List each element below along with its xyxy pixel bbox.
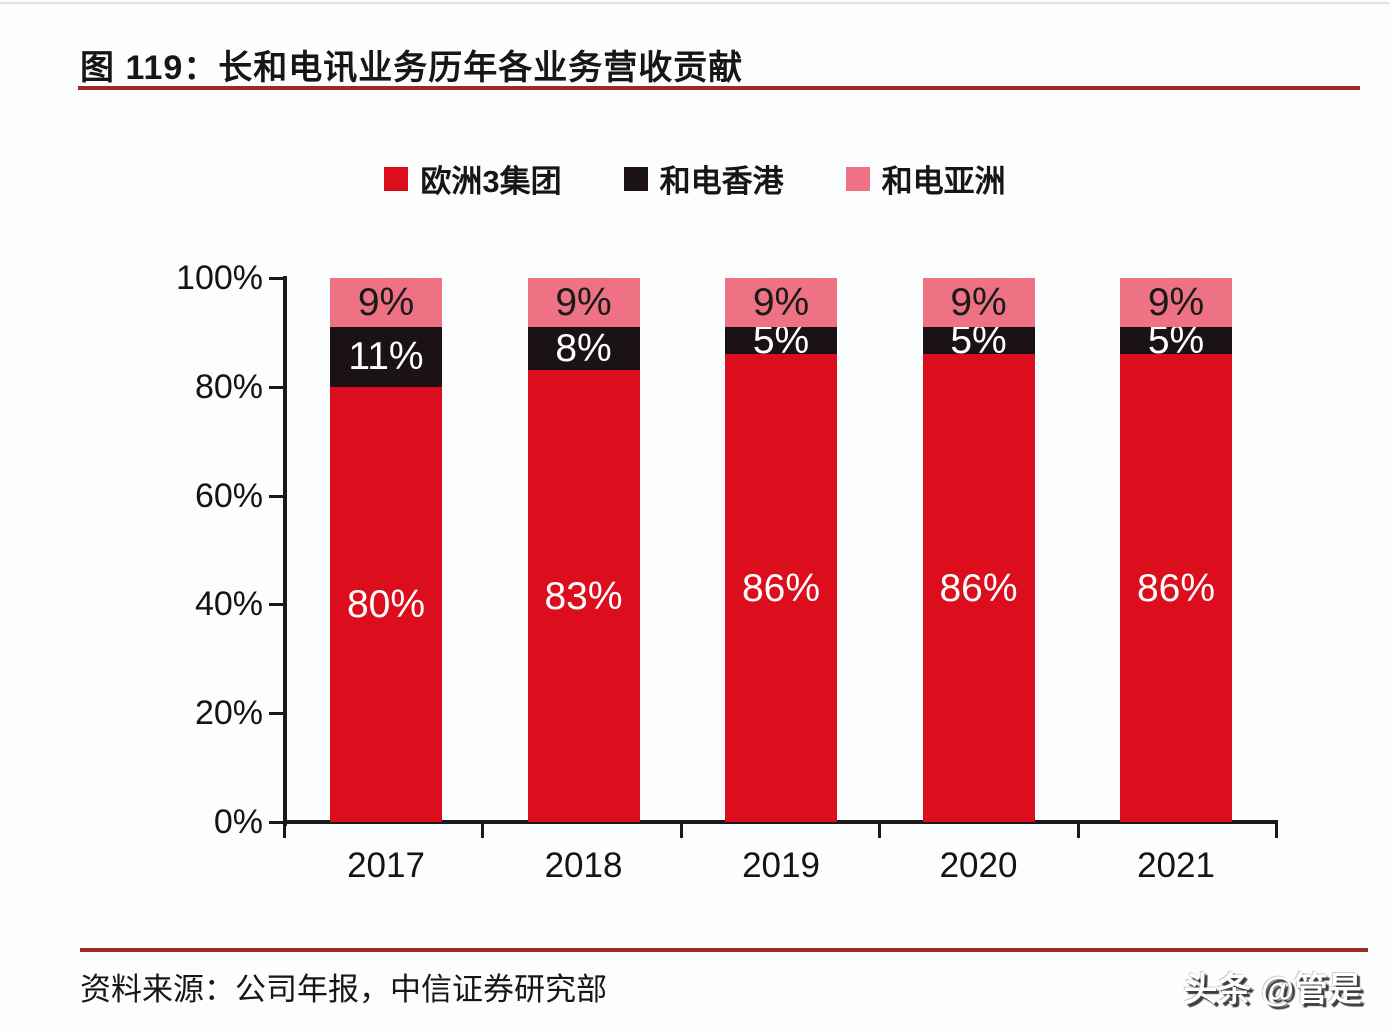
x-axis-label: 2020 bbox=[939, 846, 1018, 885]
bar-value-label: 9% bbox=[752, 280, 810, 324]
top-divider bbox=[0, 2, 1390, 4]
legend-item: 和电亚洲 bbox=[845, 156, 1006, 201]
chart-legend: 欧洲3集团 和电香港 和电亚洲 bbox=[0, 156, 1390, 201]
x-axis-tick bbox=[481, 824, 485, 838]
bar-segment: 5% bbox=[922, 321, 1035, 360]
bar-segment: 8% bbox=[527, 326, 640, 371]
x-axis-tick bbox=[1275, 824, 1278, 838]
y-axis-label: 40% bbox=[194, 585, 263, 624]
x-axis-tick bbox=[283, 824, 286, 838]
bar-value-label: 5% bbox=[752, 319, 810, 363]
y-axis-tick bbox=[269, 821, 283, 824]
bar-value-label: 11% bbox=[348, 335, 424, 379]
y-axis-tick bbox=[269, 494, 283, 498]
bar-segment: 9% bbox=[527, 278, 640, 327]
y-axis-tick bbox=[269, 385, 283, 389]
x-axis-label: 2021 bbox=[1137, 846, 1215, 885]
bar-value-label: 5% bbox=[950, 319, 1007, 363]
x-axis-tick bbox=[679, 824, 683, 838]
source-note: 资料来源：公司年报，中信证券研究部 bbox=[80, 972, 607, 1007]
x-axis-label: 2018 bbox=[544, 846, 623, 885]
y-axis-label: 100% bbox=[176, 259, 263, 297]
bar-value-label: 86% bbox=[741, 566, 821, 610]
legend-swatch-icon bbox=[623, 166, 648, 191]
bar-segment: 9% bbox=[725, 278, 837, 327]
y-axis-line bbox=[283, 276, 287, 826]
bar-value-label: 9% bbox=[1147, 280, 1205, 324]
figure-title: 图 119：长和电讯业务历年各业务营收贡献 bbox=[80, 49, 744, 87]
bar-value-label: 9% bbox=[357, 280, 415, 324]
y-axis-label: 20% bbox=[194, 694, 263, 733]
bar-segment: 5% bbox=[725, 321, 837, 360]
title-underline bbox=[78, 86, 1360, 90]
watermark-text: 头条 @管是 bbox=[1183, 971, 1362, 1009]
x-axis-tick bbox=[878, 824, 882, 838]
bar-segment: 5% bbox=[1120, 321, 1232, 360]
bar-segment: 80% bbox=[330, 386, 442, 822]
bar-segment: 9% bbox=[922, 278, 1035, 327]
bar-value-label: 80% bbox=[346, 582, 426, 626]
bar-value-label: 83% bbox=[544, 574, 623, 618]
footer-divider bbox=[80, 948, 1368, 952]
legend-label: 和电香港 bbox=[659, 164, 784, 199]
legend-label: 和电亚洲 bbox=[881, 164, 1006, 199]
stacked-bar: 9% 5% 86% bbox=[1120, 278, 1232, 822]
legend-item: 和电香港 bbox=[623, 156, 784, 201]
y-axis-label: 80% bbox=[194, 367, 263, 406]
x-axis-tick bbox=[1076, 824, 1080, 838]
bar-value-label: 5% bbox=[1147, 319, 1205, 363]
bar-value-label: 8% bbox=[555, 327, 612, 371]
y-axis-tick bbox=[269, 277, 283, 280]
legend-swatch-icon bbox=[845, 166, 870, 191]
bar-value-label: 9% bbox=[950, 280, 1007, 324]
bar-segment: 9% bbox=[330, 278, 442, 327]
x-axis-label: 2019 bbox=[742, 846, 820, 885]
y-axis-tick bbox=[269, 712, 283, 716]
y-axis-label: 60% bbox=[194, 476, 263, 515]
bar-segment: 86% bbox=[1120, 354, 1232, 822]
x-axis-line bbox=[283, 820, 1278, 824]
bar-segment: 9% bbox=[1120, 278, 1232, 327]
legend-swatch-icon bbox=[384, 166, 409, 191]
bar-value-label: 9% bbox=[555, 280, 612, 324]
y-axis-label: 0% bbox=[213, 803, 263, 841]
legend-label: 欧洲3集团 bbox=[420, 164, 562, 199]
stacked-bar: 9% 8% 83% bbox=[527, 278, 640, 822]
stacked-bar: 9% 11% 80% bbox=[330, 278, 442, 822]
bar-value-label: 86% bbox=[1136, 566, 1216, 610]
bar-segment: 86% bbox=[725, 354, 837, 822]
y-axis-tick bbox=[269, 603, 283, 607]
stacked-bar: 9% 5% 86% bbox=[725, 278, 837, 822]
legend-item: 欧洲3集团 bbox=[384, 156, 562, 201]
stacked-bar: 9% 5% 86% bbox=[922, 278, 1035, 822]
bar-segment: 83% bbox=[527, 370, 640, 822]
bar-value-label: 86% bbox=[939, 566, 1018, 610]
bar-segment: 11% bbox=[330, 326, 442, 387]
bar-segment: 86% bbox=[922, 354, 1035, 822]
x-axis-label: 2017 bbox=[347, 846, 425, 885]
